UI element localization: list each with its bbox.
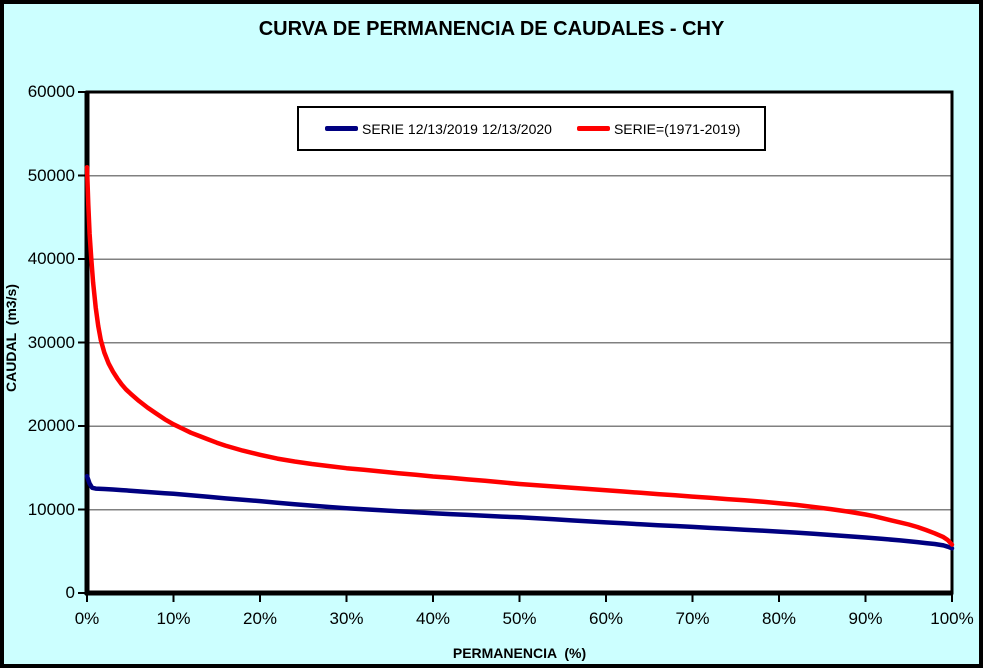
chart-title: CURVA DE PERMANENCIA DE CAUDALES - CHY [258, 18, 725, 40]
x-tick-label: 80% [761, 609, 797, 628]
y-tick-label: 40000 [27, 249, 75, 268]
series-line-1 [84, 164, 955, 547]
x-tick-label: 70% [675, 609, 710, 628]
y-tick-label: 10000 [27, 499, 75, 519]
x-tick-label: 60% [588, 609, 624, 628]
series-line-0 [84, 473, 955, 551]
x-tick-label: 0% [74, 609, 100, 628]
blue-line-swatch [325, 126, 358, 131]
x-tick-label: 90% [848, 609, 883, 628]
red-line-swatch [576, 126, 610, 131]
chart-canvas: CURVA DE PERMANENCIA DE CAUDALES - CHY 0… [4, 4, 979, 664]
y-tick-label: 30000 [27, 332, 75, 352]
x-tick-label: 40% [415, 609, 451, 628]
y-tick-label: 50000 [27, 165, 75, 185]
y-tick-label: 20000 [27, 416, 75, 435]
x-tick-label: 100% [930, 609, 974, 628]
x-tick-label: 50% [502, 609, 537, 628]
legend-label: SERIE 12/13/2019 12/13/2020 [362, 120, 552, 137]
y-tick-label: 0 [65, 583, 75, 602]
legend: SERIE 12/13/2019 12/13/2020 SERIE=(1971-… [297, 106, 766, 151]
y-axis-title: CAUDAL (m3/s) [3, 284, 19, 392]
x-tick-label: 20% [242, 609, 278, 628]
legend-item: SERIE=(1971-2019) [576, 120, 741, 137]
x-tick-label: 30% [329, 609, 364, 628]
legend-label: SERIE=(1971-2019) [613, 120, 741, 137]
y-tick-label: 60000 [27, 82, 75, 101]
plot-svg [78, 90, 955, 602]
legend-item: SERIE 12/13/2019 12/13/2020 [325, 121, 552, 137]
x-axis-title: PERMANENCIA (%) [452, 645, 587, 661]
x-tick-label: 10% [156, 609, 191, 628]
